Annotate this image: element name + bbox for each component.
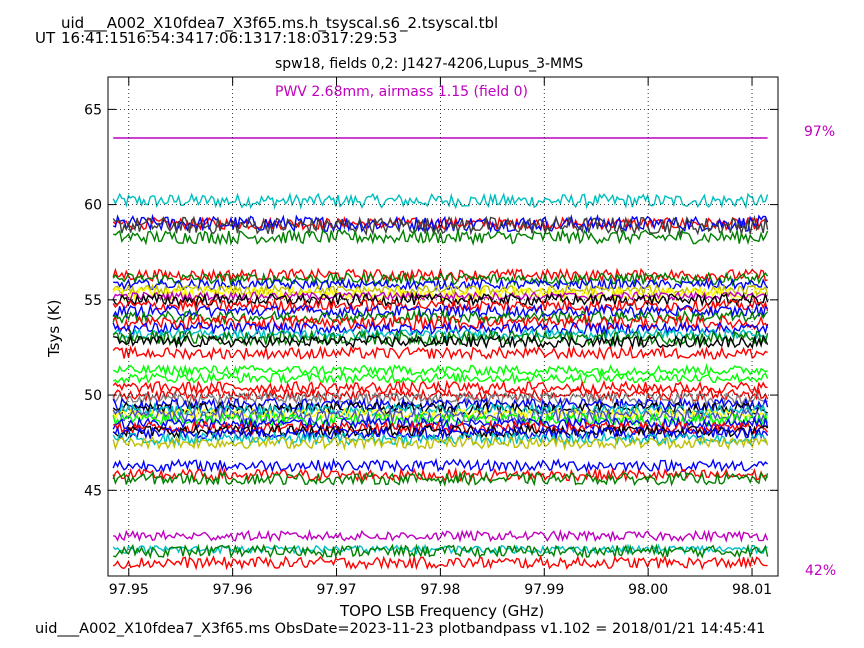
table-filename: uid___A002_X10fdea7_X3f65.ms.h_tsyscal.s… [61,14,499,32]
x-tick-label-2: 97.97 [316,582,356,598]
ut-time-1: 16:41:15 [61,29,129,47]
series-line-19 [113,334,769,351]
series-line-11 [112,291,769,308]
footer-info: uid___A002_X10fdea7_X3f65.ms ObsDate=202… [35,621,766,637]
series-line-37 [112,434,769,451]
y-tick-label-0: 45 [84,483,102,499]
x-tick-label-0: 97.95 [109,582,149,598]
x-axis-label: TOPO LSB Frequency (GHz) [340,602,545,620]
series-line-3 [112,214,769,237]
plot-title: spw18, fields 0,2: J1427-4206,Lupus_3-MM… [275,56,584,72]
pwv-annotation: PWV 2.68mm, airmass 1.15 (field 0) [275,84,529,100]
series-line-1 [112,215,769,232]
series-line-44 [112,554,768,571]
series-line-40 [112,470,769,487]
series-line-6 [112,270,769,288]
series-line-21 [112,362,768,378]
tick-layer: 97.95 97.96 97.97 97.98 97.99 98.00 98.01 45 50 5… [84,77,778,598]
x-tick-label-6: 98.01 [732,582,772,598]
y-axis-label: Tsys (K) [45,299,63,358]
series-line-17 [112,326,769,342]
series-line-4 [112,227,769,247]
series-line-12 [112,297,769,314]
series-line-13 [112,303,769,320]
series-line-43 [112,543,769,560]
series-line-18 [112,328,769,347]
ut-time-4: 17:18:03 [263,29,331,47]
ut-time-3: 17:06:13 [195,29,263,47]
x-tick-label-1: 97.96 [213,582,253,598]
series-line-24 [112,387,769,403]
ut-time-2: 16:54:34 [127,29,195,47]
ut-time-5: 17:29:53 [330,29,398,47]
x-tick-label-5: 98.00 [628,582,668,598]
series-line-16 [112,320,769,337]
y-tick-label-1: 50 [84,388,102,404]
transmission-top-pct: 97% [804,124,836,140]
ut-label: UT [35,29,56,47]
x-tick-label-3: 97.98 [420,582,460,598]
series-line-41 [113,528,769,544]
series-line-0 [112,192,769,210]
transmission-bottom-pct: 42% [805,563,837,579]
plot-frame [107,76,779,577]
y-tick-label-4: 65 [84,102,102,118]
series-line-23 [112,379,768,396]
series-line-22 [112,371,769,385]
y-tick-label-3: 60 [84,198,102,214]
y-tick-label-2: 55 [84,293,102,309]
x-tick-label-4: 97.99 [524,582,564,598]
